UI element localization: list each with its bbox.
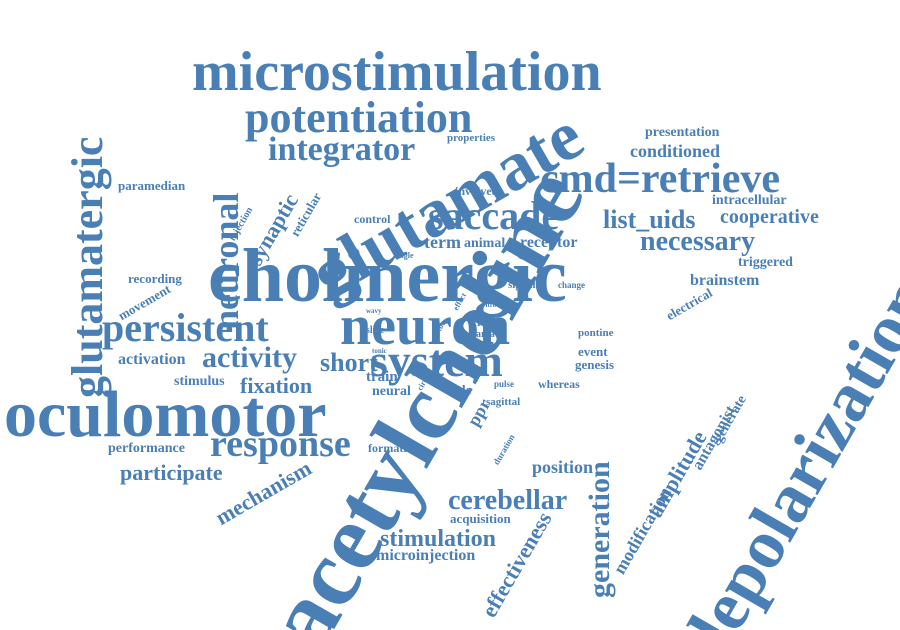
word-whereas: whereas [538, 377, 580, 391]
word-receptor: receptor [520, 234, 578, 251]
word-pulse: pulse [494, 379, 515, 389]
word-participate: participate [120, 460, 223, 485]
word-change: change [558, 280, 585, 290]
word-involved: involved [455, 184, 499, 198]
word-single: single [394, 251, 414, 260]
word-neuronal: neuronal [206, 192, 246, 330]
word-sagittal: sagittal [486, 396, 521, 408]
word-electrical: electrical [663, 284, 715, 324]
word-rat: rat [477, 317, 492, 329]
word-event: event [578, 344, 608, 359]
word-cholinergic: cholinergic [208, 234, 567, 318]
word-brainstem: brainstem [690, 272, 760, 289]
word-paramedian: paramedian [118, 178, 186, 193]
word-cooperative: cooperative [720, 206, 819, 228]
word-glutamatergic: glutamatergic [63, 136, 112, 398]
word-activity: activity [202, 341, 297, 374]
word-neuron: neuron [340, 295, 511, 357]
word-animal: animal [464, 236, 506, 251]
word-wavy: wavy [366, 307, 382, 315]
word-activation: activation [118, 351, 186, 368]
word-potentiation: potentiation [245, 93, 473, 142]
word-microinjection: microinjection [376, 547, 476, 564]
word-acquisition: acquisition [450, 511, 511, 526]
word-response: response [210, 423, 351, 465]
word-performance: performance [108, 441, 185, 456]
word-cmd-retrieve: cmd=retrieve [540, 156, 781, 202]
word-presentation: presentation [645, 125, 720, 140]
word-stimulation: stimulation [380, 526, 497, 552]
word-system: system [370, 335, 503, 386]
word-role: role [450, 382, 472, 397]
word-saccade: saccade [428, 193, 560, 238]
word-signal: signal [508, 279, 536, 291]
word-list-uids: list_uids [603, 205, 696, 234]
word-genesis: genesis [575, 357, 614, 372]
word-amplitude: amplitude [642, 426, 712, 522]
word-recording: recording [128, 271, 182, 286]
word-formation: formation [368, 441, 420, 455]
word-oculomotor: oculomotor [4, 378, 327, 451]
word-short: short [320, 348, 378, 377]
word-persistent: persistent [102, 305, 269, 350]
word-tonic: tonic [372, 347, 387, 355]
word-stimulus: stimulus [174, 374, 225, 389]
word-intracellular: intracellular [712, 193, 787, 208]
word-position: position [532, 457, 594, 477]
word-slice: slice [366, 325, 385, 336]
word-integrator: integrator [268, 131, 416, 168]
word-term: term [424, 232, 461, 252]
word-cerebellar: cerebellar [448, 485, 568, 516]
word-generation: generation [583, 461, 616, 598]
word-necessary: necessary [640, 226, 756, 257]
word-pontine: pontine [578, 327, 614, 339]
word-train: train [366, 369, 398, 385]
word-triggered: triggered [738, 255, 793, 270]
word-duration: duration [491, 432, 517, 467]
word-conditioned: conditioned [630, 141, 721, 161]
word-area: area [476, 329, 495, 340]
word-microstimulation: microstimulation [192, 41, 602, 103]
word-properties: properties [447, 132, 496, 144]
word-fixation: fixation [240, 373, 313, 398]
word-vitro: vitro [482, 301, 497, 309]
word-control: control [354, 212, 391, 226]
word-neural: neural [372, 384, 411, 399]
